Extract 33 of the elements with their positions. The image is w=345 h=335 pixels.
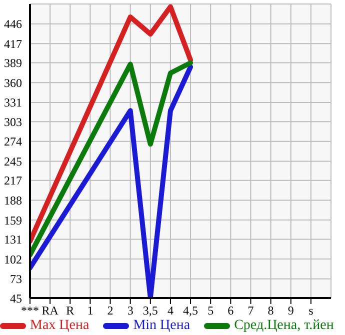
y-tick-label: 102 xyxy=(4,252,22,266)
x-tick-label: 2 xyxy=(107,304,114,318)
x-tick-label: 5 xyxy=(208,304,214,318)
y-tick-label: 159 xyxy=(4,213,22,228)
y-tick-label: 331 xyxy=(4,96,22,110)
y-tick-label: 274 xyxy=(4,134,22,149)
x-tick-label: 3 xyxy=(127,304,134,318)
legend-label: Min Цена xyxy=(133,318,190,334)
x-tick-label: s xyxy=(308,304,314,318)
x-tick-label: 1 xyxy=(87,304,94,318)
y-tick-label: 188 xyxy=(4,193,22,208)
y-tick-label: 217 xyxy=(4,174,22,188)
y-tick-label: 446 xyxy=(4,17,22,32)
x-tick-label: 3,5 xyxy=(142,304,158,318)
y-tick-label: 360 xyxy=(4,76,22,90)
y-tick-label: 417 xyxy=(4,36,22,51)
legend-label: Сред.Цена, т.йен xyxy=(234,318,334,334)
x-tick-label: 9 xyxy=(288,304,294,318)
x-tick-label: 4 xyxy=(167,304,174,318)
y-tick-label: 389 xyxy=(4,56,22,70)
y-tick-label: 131 xyxy=(4,232,22,246)
y-tick-label: 245 xyxy=(4,154,22,169)
x-tick-label: *** xyxy=(21,304,39,318)
x-tick-label: 6 xyxy=(228,304,234,318)
x-tick-label: 8 xyxy=(268,304,274,318)
y-tick-label: 303 xyxy=(4,114,22,129)
legend-label: Max Цена xyxy=(30,318,90,334)
x-tick-label: 7 xyxy=(248,304,254,318)
x-tick-label: RA xyxy=(42,304,59,318)
x-tick-label: R xyxy=(66,304,74,318)
y-tick-label: 73 xyxy=(10,272,22,286)
x-tick-label: 4,5 xyxy=(183,304,198,318)
y-tick-label: 45 xyxy=(10,291,22,306)
